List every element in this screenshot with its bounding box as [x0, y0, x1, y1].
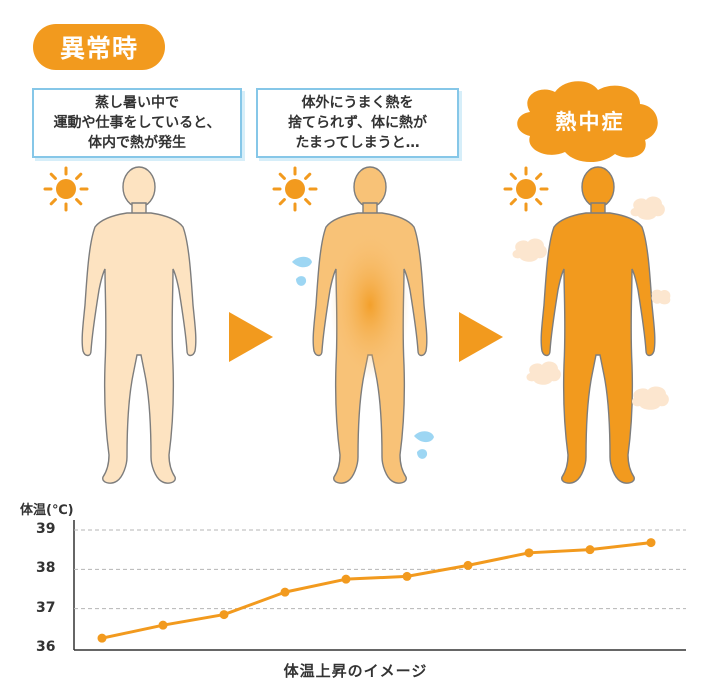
cloud-icon — [517, 81, 658, 163]
bubble-line: たまってしまうと… — [295, 135, 420, 151]
data-point — [341, 574, 351, 584]
bubble-line: 体外にうまく熱を — [301, 95, 414, 111]
data-point — [158, 620, 168, 630]
figure-heating — [312, 166, 428, 484]
heat-puff-icon — [630, 196, 665, 220]
speech-bubble-heat-retention: 体外にうまく熱を 捨てられず、体に熱が たまってしまうと… — [256, 88, 459, 158]
bubble-line: 運動や仕事をしていると、 — [53, 115, 221, 131]
bubble-line: 蒸し暑い中で — [95, 95, 179, 111]
speech-bubble-heat-generation: 蒸し暑い中で 運動や仕事をしていると、 体内で熱が発生 — [32, 88, 242, 158]
gridlines — [74, 529, 686, 610]
y-tick-label: 37 — [36, 599, 56, 616]
y-tick-label: 39 — [36, 521, 56, 537]
y-axis-label: 体温(℃) — [20, 503, 74, 518]
data-point — [97, 633, 107, 643]
figure-normal — [81, 166, 197, 484]
sun-icon — [503, 166, 549, 212]
heat-puff-icon — [526, 361, 561, 385]
data-point — [280, 587, 290, 597]
arrow-right-icon — [459, 312, 503, 362]
bubble-line: 体内で熱が発生 — [88, 135, 186, 151]
bubble-line: 捨てられず、体に熱が — [287, 115, 428, 131]
data-point — [463, 560, 473, 570]
y-tick-label: 36 — [36, 639, 56, 655]
arrow-right-icon — [229, 312, 273, 362]
data-point — [402, 571, 412, 581]
data-point — [646, 538, 656, 548]
heatstroke-label: 熱中症 — [555, 110, 625, 134]
sun-icon — [43, 166, 89, 212]
heat-puff-icon — [632, 386, 669, 410]
heat-puff-icon — [651, 289, 671, 305]
abnormal-badge: 異常時 — [33, 24, 165, 70]
sun-icon — [272, 166, 318, 212]
series-line — [101, 541, 652, 640]
data-point — [585, 545, 595, 555]
chart-caption: 体温上昇のイメージ — [283, 662, 428, 680]
heat-puff-icon — [512, 238, 547, 262]
y-tick-label: 38 — [36, 560, 56, 577]
sweat-drop-icon — [292, 256, 312, 286]
data-point — [219, 610, 229, 620]
temperature-chart — [73, 520, 686, 651]
data-point — [524, 548, 534, 558]
sweat-drop-icon — [414, 431, 434, 459]
